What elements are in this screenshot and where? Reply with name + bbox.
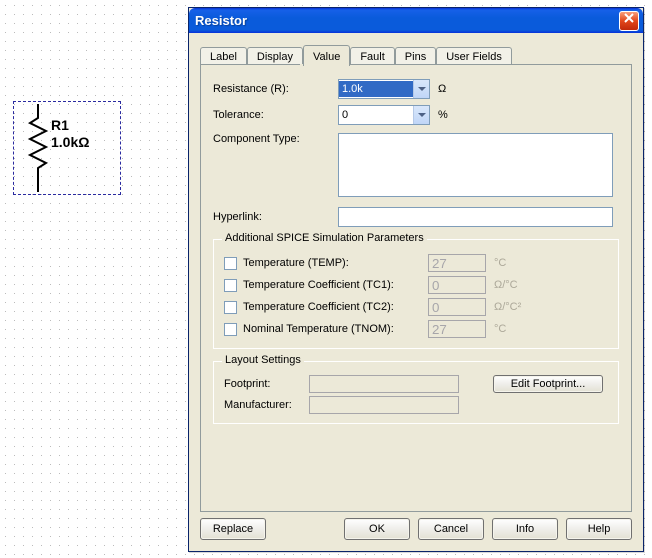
tc2-checkbox[interactable] [224, 301, 237, 314]
tnom-checkbox[interactable] [224, 323, 237, 336]
tab-value[interactable]: Value [303, 45, 350, 66]
manufacturer-label: Manufacturer: [224, 399, 309, 411]
layout-group: Layout Settings Footprint: Edit Footprin… [213, 361, 619, 424]
resistance-combo[interactable]: 1.0k [338, 79, 430, 99]
tc2-label: Temperature Coefficient (TC2): [243, 301, 428, 313]
temp-input [428, 254, 486, 272]
resistor-ref: R1 [51, 117, 69, 133]
temp-checkbox[interactable] [224, 257, 237, 270]
value-tab-panel: Resistance (R): 1.0k Ω Tolerance: 0 % Co… [200, 64, 632, 512]
tolerance-label: Tolerance: [213, 109, 338, 121]
tc2-unit: Ω/°C² [494, 301, 534, 313]
hyperlink-label: Hyperlink: [213, 211, 338, 223]
info-button[interactable]: Info [492, 518, 558, 540]
tnom-unit: °C [494, 323, 534, 335]
spice-group-title: Additional SPICE Simulation Parameters [222, 232, 427, 244]
temp-label: Temperature (TEMP): [243, 257, 428, 269]
temp-unit: °C [494, 257, 534, 269]
edit-footprint-button[interactable]: Edit Footprint... [493, 375, 603, 393]
chevron-down-icon [418, 87, 426, 91]
resistor-symbol [26, 104, 50, 192]
close-button[interactable] [619, 11, 639, 31]
manufacturer-field [309, 396, 459, 414]
tc1-label: Temperature Coefficient (TC1): [243, 279, 428, 291]
resistor-dialog: Resistor Label Display Value Fault Pins … [188, 7, 644, 552]
dialog-client: Label Display Value Fault Pins User Fiel… [192, 36, 640, 548]
help-button[interactable]: Help [566, 518, 632, 540]
tolerance-combo[interactable]: 0 [338, 105, 430, 125]
resistance-unit: Ω [438, 83, 446, 95]
tnom-input [428, 320, 486, 338]
chevron-down-icon [418, 113, 426, 117]
tc1-unit: Ω/°C [494, 279, 534, 291]
footprint-field [309, 375, 459, 393]
component-type-input[interactable] [338, 133, 613, 197]
layout-group-title: Layout Settings [222, 354, 304, 366]
cancel-button[interactable]: Cancel [418, 518, 484, 540]
replace-button[interactable]: Replace [200, 518, 266, 540]
tc2-input [428, 298, 486, 316]
resistance-label: Resistance (R): [213, 83, 338, 95]
resistance-dropdown[interactable] [413, 80, 429, 98]
hyperlink-input[interactable] [338, 207, 613, 227]
tolerance-dropdown[interactable] [413, 106, 429, 124]
ok-button[interactable]: OK [344, 518, 410, 540]
title-bar[interactable]: Resistor [189, 8, 643, 33]
tc1-input [428, 276, 486, 294]
tolerance-unit: % [438, 109, 448, 121]
dialog-title: Resistor [195, 13, 619, 28]
component-type-label: Component Type: [213, 133, 338, 145]
tab-strip: Label Display Value Fault Pins User Fiel… [200, 44, 632, 65]
dialog-button-bar: Replace OK Cancel Info Help [200, 516, 632, 542]
footprint-label: Footprint: [224, 378, 309, 390]
resistor-value: 1.0kΩ [51, 134, 89, 150]
spice-group: Additional SPICE Simulation Parameters T… [213, 239, 619, 349]
tolerance-value: 0 [339, 107, 413, 123]
tnom-label: Nominal Temperature (TNOM): [243, 323, 428, 335]
tc1-checkbox[interactable] [224, 279, 237, 292]
resistance-value: 1.0k [339, 81, 413, 97]
close-icon [623, 12, 635, 24]
